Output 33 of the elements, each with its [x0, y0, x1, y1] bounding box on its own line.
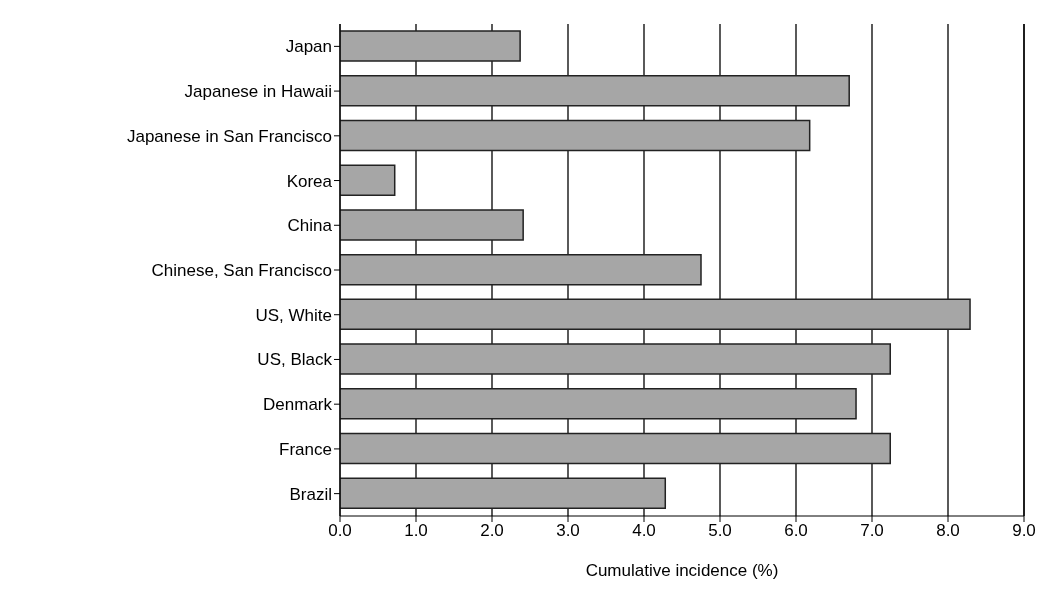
x-tick-label: 2.0	[480, 521, 504, 541]
x-tick-label: 9.0	[1012, 521, 1036, 541]
x-tick-label: 7.0	[860, 521, 884, 541]
y-tick-label: Japanese in San Francisco	[126, 126, 332, 146]
x-axis-title: Cumulative incidence (%)	[585, 561, 779, 580]
y-tick-label: Korea	[286, 171, 333, 191]
y-tick-label: Chinese, San Francisco	[151, 261, 332, 281]
bar	[340, 119, 811, 152]
bar	[340, 164, 396, 196]
y-tick-label: Brazil	[289, 484, 332, 504]
x-tick-label: 4.0	[632, 521, 656, 541]
x-tick-label: 5.0	[708, 521, 732, 541]
bar	[340, 209, 524, 241]
y-tick-label: Japanese in Hawaii	[184, 82, 332, 102]
bar	[340, 343, 891, 375]
y-tick-label: US, White	[255, 305, 332, 325]
y-tick-label: Japan	[285, 37, 332, 57]
bar	[340, 30, 521, 62]
y-tick-label: France	[279, 439, 332, 459]
x-tick-label: 3.0	[556, 521, 580, 541]
bar	[340, 388, 857, 420]
x-tick-label: 0.0	[328, 521, 352, 541]
x-tick-label: 8.0	[936, 521, 960, 541]
bar	[340, 477, 667, 510]
bar	[340, 298, 971, 331]
x-tick-label: 6.0	[784, 521, 808, 541]
bar	[340, 253, 702, 286]
y-tick-label: China	[287, 216, 333, 236]
bar	[340, 432, 891, 465]
y-tick-label: Denmark	[263, 395, 333, 415]
y-tick-label: US, Black	[257, 350, 333, 370]
bar	[340, 74, 850, 107]
x-tick-label: 1.0	[404, 521, 428, 541]
